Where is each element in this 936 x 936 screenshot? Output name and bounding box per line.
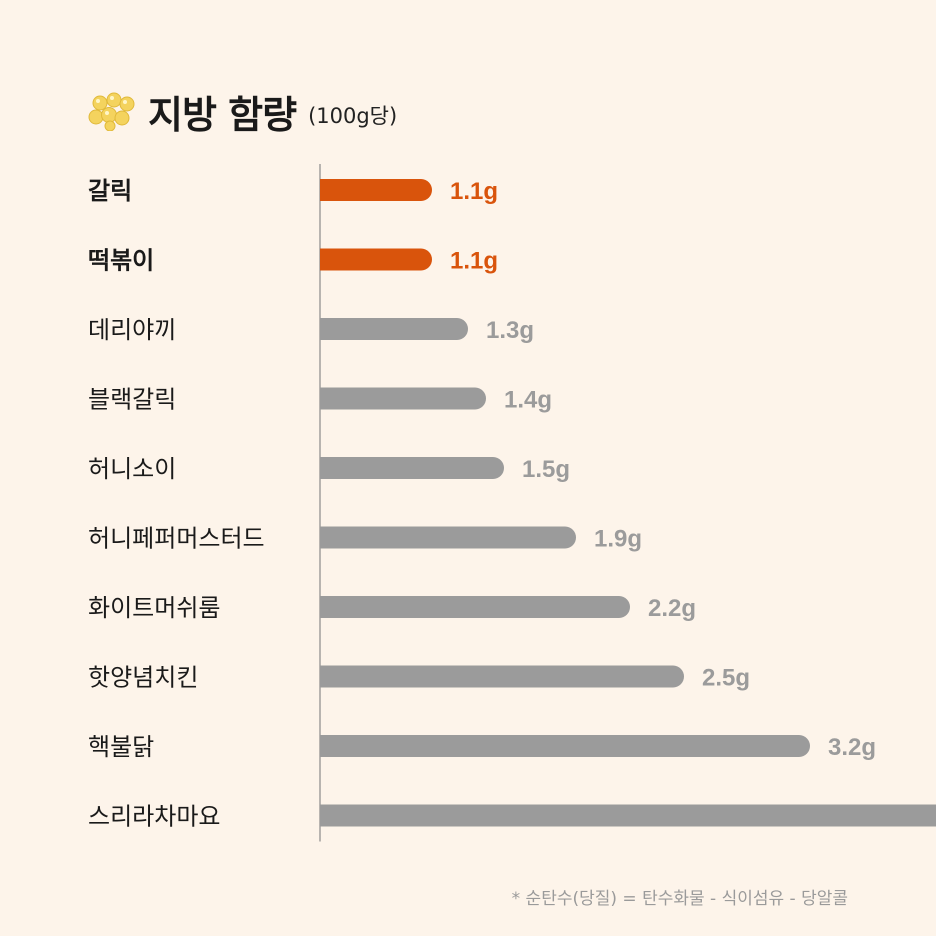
category-label: 갈릭 [88,177,132,205]
value-label: 1.3g [486,317,534,344]
value-label: 1.4g [504,387,552,414]
category-label: 떡볶이 [88,247,154,275]
value-label: 2.5g [702,665,750,692]
fat-droplets-icon [88,92,135,131]
bar [320,179,432,201]
bar [320,735,810,757]
bar [320,804,936,827]
value-label: 1.1g [450,248,498,275]
category-label: 스리라차마요 [88,803,220,831]
bar [320,526,576,549]
value-label: 3.2g [828,734,876,761]
category-label: 화이트머쉬룸 [88,594,220,622]
chart-title-row: 지방 함량 (100g당) [88,86,398,137]
category-label: 핫양념치킨 [88,664,198,692]
bar [320,248,432,271]
value-label: 1.9g [594,526,642,553]
category-label: 데리야끼 [88,316,176,344]
footnote: * 순탄수(당질) = 탄수화물 - 식이섬유 - 당알콜 [511,889,848,909]
category-label: 허니소이 [88,455,176,483]
chart-subtitle: (100g당) [308,104,398,128]
category-label: 허니페퍼머스터드 [88,525,265,553]
bar [320,457,504,479]
category-label: 블랙갈릭 [88,386,176,414]
value-label: 1.5g [522,456,570,483]
value-label: 2.2g [648,595,696,622]
chart-title: 지방 함량 [148,92,297,137]
bar [320,387,487,410]
bar [320,318,468,340]
value-label: 1.1g [450,178,498,205]
bar [320,665,684,688]
bar [320,596,630,618]
category-label: 핵불닭 [88,733,154,761]
